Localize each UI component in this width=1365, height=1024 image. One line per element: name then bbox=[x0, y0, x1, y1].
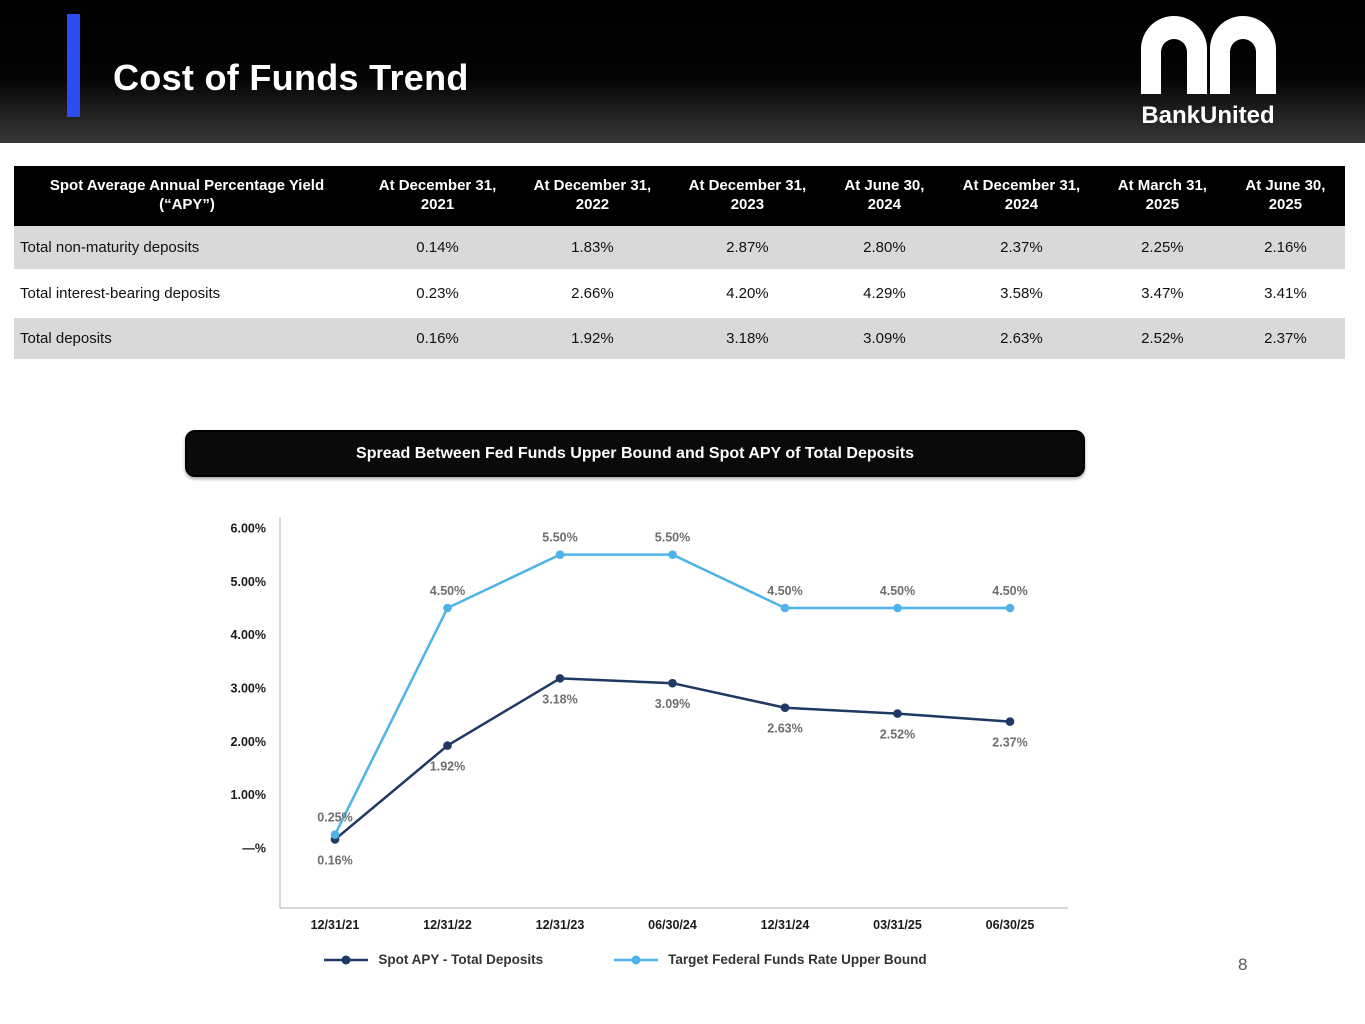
table-header-cell: At December 31, 2024 bbox=[943, 166, 1099, 226]
value-cell: 4.29% bbox=[863, 284, 906, 302]
data-point bbox=[555, 674, 565, 683]
data-point bbox=[330, 830, 340, 839]
x-axis-category-label: 12/31/23 bbox=[536, 918, 585, 932]
data-point bbox=[443, 741, 452, 750]
table-header-cell: At March 31, 2025 bbox=[1098, 166, 1226, 226]
y-axis-tick-label: 3.00% bbox=[231, 681, 266, 695]
x-axis-category-label: 12/31/24 bbox=[761, 918, 810, 932]
data-point bbox=[780, 703, 790, 713]
legend-marker-icon bbox=[324, 955, 369, 964]
y-axis-tick-label: 5.00% bbox=[231, 575, 266, 589]
page-title: Cost of Funds Trend bbox=[113, 57, 469, 98]
legend-item: Spot APY - Total Deposits bbox=[323, 952, 543, 967]
title-accent-bar bbox=[67, 14, 80, 117]
value-cell: 3.18% bbox=[726, 329, 769, 347]
value-cell: 2.87% bbox=[726, 238, 769, 256]
data-point bbox=[668, 678, 677, 688]
x-axis-category-label: 12/31/21 bbox=[311, 918, 360, 932]
data-label: 4.50% bbox=[767, 584, 802, 598]
value-cell: 2.25% bbox=[1141, 238, 1184, 256]
data-label: 1.92% bbox=[430, 760, 465, 774]
x-axis-category-label: 06/30/24 bbox=[648, 918, 697, 932]
bankunited-logo: BankUnited bbox=[1128, 16, 1288, 130]
y-axis-tick-label: 4.00% bbox=[231, 628, 266, 642]
data-point bbox=[1005, 603, 1015, 613]
apy-table-head: Spot Average Annual Percentage Yield (“A… bbox=[14, 166, 1345, 226]
data-label: 4.50% bbox=[430, 584, 465, 598]
data-point bbox=[1005, 717, 1015, 726]
data-point bbox=[443, 603, 452, 613]
x-axis-category-label: 12/31/22 bbox=[423, 918, 472, 932]
line-chart-svg: 6.00% 5.00% 4.00% 3.00% 2.00% 1.00% —% 12/31/21… bbox=[231, 517, 1068, 932]
value-cell: 2.66% bbox=[571, 284, 614, 302]
row-label: Total deposits bbox=[20, 329, 112, 347]
y-axis-tick-label: 6.00% bbox=[231, 522, 266, 536]
value-cell: 2.37% bbox=[1000, 238, 1043, 256]
value-cell: 1.83% bbox=[571, 238, 614, 256]
data-label: 5.50% bbox=[542, 531, 577, 545]
value-cell: 3.41% bbox=[1264, 284, 1307, 302]
table-row: Total non-maturity deposits 0.14% 1.83% 2.8… bbox=[14, 225, 1345, 271]
data-label: 3.09% bbox=[655, 697, 690, 711]
table-row: Total interest-bearing deposits 0.23% 2.66… bbox=[14, 270, 1345, 316]
value-cell: 2.63% bbox=[1000, 329, 1043, 347]
chart-legend: Spot APY - Total Deposits Target Federal … bbox=[170, 952, 1080, 967]
data-label: 4.50% bbox=[880, 584, 915, 598]
header: Cost of Funds Trend BankUnited bbox=[0, 0, 1365, 143]
data-label: 2.37% bbox=[992, 736, 1027, 750]
data-label: 4.50% bbox=[992, 584, 1027, 598]
table-header-cell: At December 31, 2023 bbox=[669, 166, 825, 226]
data-label: 0.25% bbox=[317, 811, 352, 825]
value-cell: 3.58% bbox=[1000, 284, 1043, 302]
data-label: 5.50% bbox=[655, 531, 690, 545]
value-cell: 2.16% bbox=[1264, 238, 1307, 256]
value-cell: 1.92% bbox=[571, 329, 614, 347]
legend-label: Spot APY - Total Deposits bbox=[378, 952, 544, 967]
row-label: Total interest-bearing deposits bbox=[20, 284, 221, 302]
table-row: Total deposits 0.16% 1.92% 3.18% 3.09% 2.63% 2… bbox=[14, 315, 1345, 361]
data-label: 2.52% bbox=[880, 728, 915, 742]
x-axis-category-label: 03/31/25 bbox=[873, 918, 922, 932]
apy-table-body: Total non-maturity deposits 0.14% 1.83% 2.8… bbox=[14, 225, 1345, 361]
value-cell: 2.37% bbox=[1264, 329, 1307, 347]
apy-table: Spot Average Annual Percentage Yield (“A… bbox=[14, 166, 1345, 363]
table-header-cell: Spot Average Annual Percentage Yield (“A… bbox=[14, 166, 361, 226]
value-cell: 3.47% bbox=[1141, 284, 1184, 302]
legend-marker-icon bbox=[614, 955, 659, 964]
chart-title-box: Spread Between Fed Funds Upper Bound and… bbox=[185, 430, 1085, 477]
data-label: 3.18% bbox=[542, 692, 577, 706]
table-header-cell: At December 31, 2022 bbox=[514, 166, 670, 226]
bankunited-arches-icon bbox=[1141, 16, 1276, 94]
y-axis-tick-label: —% bbox=[242, 841, 266, 855]
value-cell: 0.14% bbox=[416, 238, 459, 256]
y-axis-tick-label: 2.00% bbox=[231, 735, 266, 749]
value-cell: 0.23% bbox=[416, 284, 459, 302]
data-point bbox=[893, 709, 902, 718]
table-header-row: Spot Average Annual Percentage Yield (“A… bbox=[14, 166, 1345, 226]
y-axis-tick-label: 1.00% bbox=[231, 788, 266, 802]
data-label: 2.63% bbox=[767, 722, 802, 736]
x-axis-category-label: 06/30/25 bbox=[986, 918, 1035, 932]
data-point bbox=[668, 550, 677, 559]
value-cell: 4.20% bbox=[726, 284, 769, 302]
data-point bbox=[555, 550, 565, 559]
line-chart: 6.00% 5.00% 4.00% 3.00% 2.00% 1.00% —% 12/31/21… bbox=[170, 505, 1080, 945]
legend-item: Target Federal Funds Rate Upper Bound bbox=[613, 952, 927, 967]
data-label: 0.16% bbox=[317, 853, 352, 867]
logo-text: BankUnited bbox=[1141, 102, 1275, 129]
value-cell: 0.16% bbox=[416, 329, 459, 347]
page-number: 8 bbox=[1238, 955, 1248, 974]
row-label: Total non-maturity deposits bbox=[20, 238, 200, 256]
value-cell: 2.52% bbox=[1141, 329, 1184, 347]
table-header-cell: At June 30, 2025 bbox=[1225, 166, 1345, 226]
chart-title: Spread Between Fed Funds Upper Bound and… bbox=[356, 444, 914, 462]
data-point bbox=[893, 603, 902, 613]
table-header-cell: At December 31, 2021 bbox=[360, 166, 515, 226]
value-cell: 3.09% bbox=[863, 329, 906, 347]
table-header-cell: At June 30, 2024 bbox=[824, 166, 944, 226]
data-point bbox=[780, 603, 790, 613]
legend-label: Target Federal Funds Rate Upper Bound bbox=[668, 952, 927, 967]
value-cell: 2.80% bbox=[863, 238, 906, 256]
